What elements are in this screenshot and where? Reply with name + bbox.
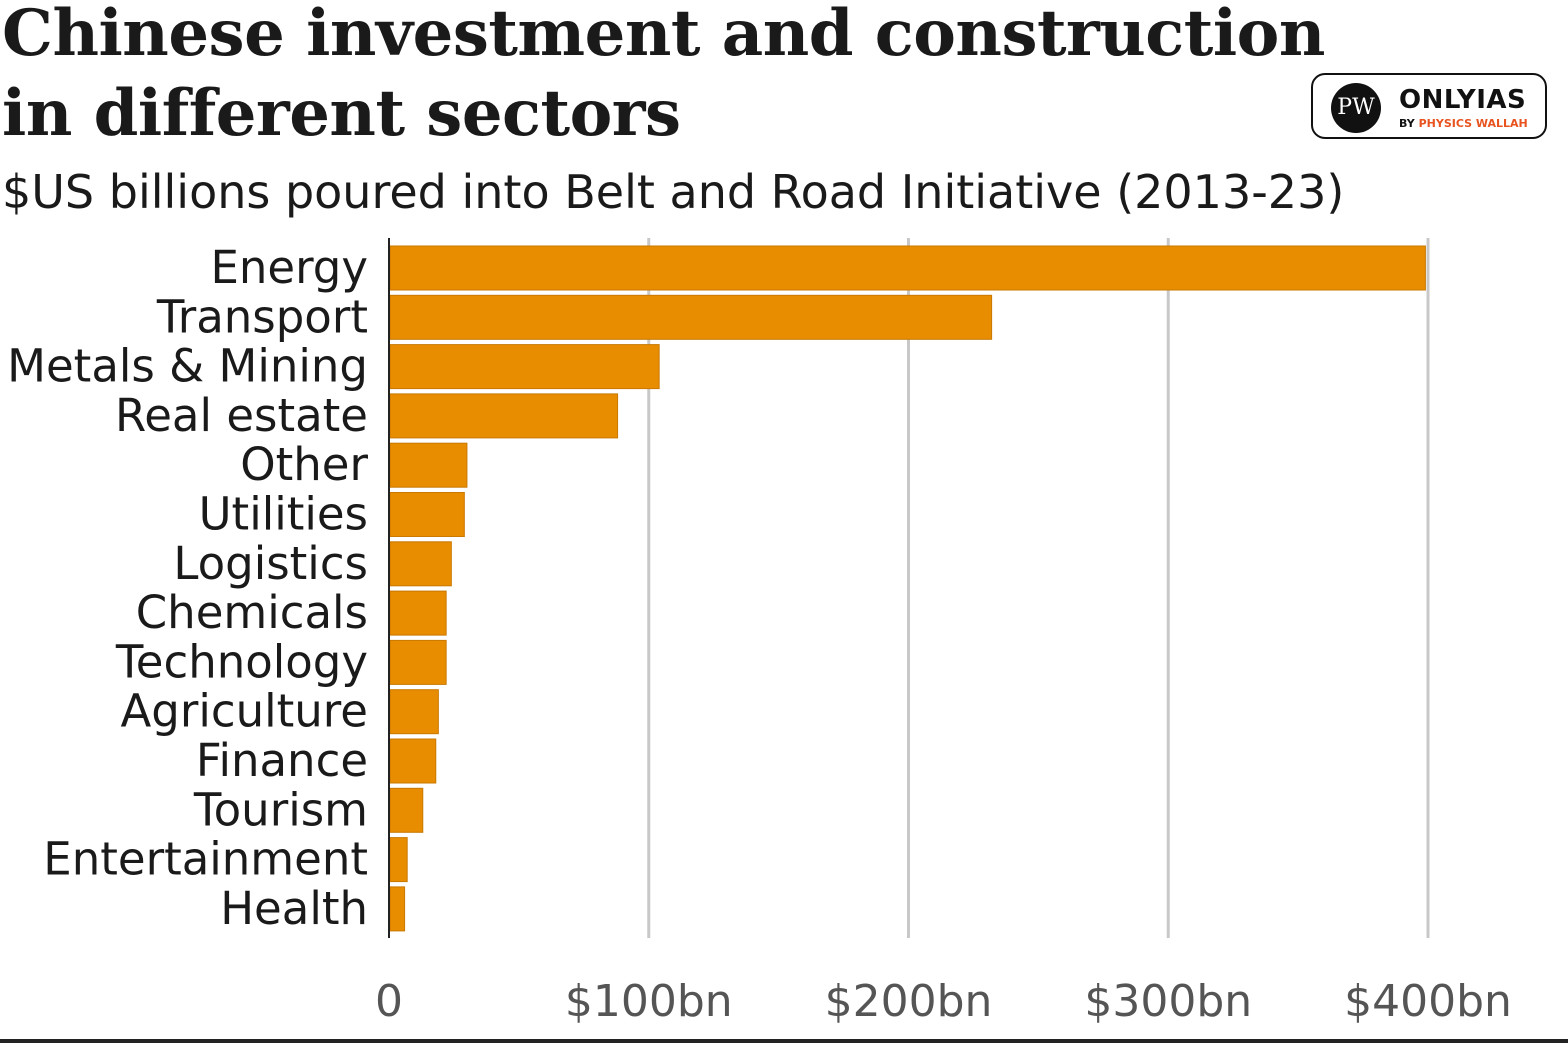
bar-entertainment: [389, 837, 408, 883]
category-label: Logistics: [173, 537, 368, 590]
x-tick-label: $300bn: [1084, 976, 1252, 1027]
category-label: Chemicals: [136, 586, 368, 639]
bottom-rule: [0, 1039, 1568, 1043]
category-label: Other: [240, 438, 368, 491]
category-label: Utilities: [199, 488, 368, 541]
gridlines: [647, 238, 1430, 938]
bar-utilities: [389, 492, 465, 537]
bar-finance: [389, 738, 437, 784]
brand-logo: PW ONLYIAS BY PHYSICS WALLAH: [1311, 73, 1547, 139]
bar-transport: [389, 294, 993, 340]
bar-tourism: [389, 787, 424, 833]
logo-byline-prefix: BY: [1399, 117, 1415, 130]
bar-technology: [389, 639, 447, 685]
category-label: Transport: [156, 290, 368, 343]
chart-subtitle: $US billions poured into Belt and Road I…: [2, 165, 1345, 219]
category-label: Tourism: [193, 783, 368, 836]
x-tick-label: $400bn: [1344, 976, 1512, 1027]
category-label: Finance: [196, 734, 368, 787]
logo-byline-brand: PHYSICS WALLAH: [1418, 117, 1528, 130]
bar-health: [389, 886, 406, 932]
bar-agriculture: [389, 689, 439, 735]
category-label: Energy: [210, 241, 368, 294]
x-tick-label: 0: [375, 976, 403, 1027]
bar-energy: [389, 245, 1426, 291]
pw-logo-icon: PW: [1331, 83, 1381, 133]
category-label: Entertainment: [43, 833, 368, 886]
bar-chemicals: [389, 590, 447, 636]
bar-real-estate: [389, 393, 619, 439]
x-tick-label: $100bn: [565, 976, 733, 1027]
logo-wordmark: ONLYIAS: [1399, 85, 1527, 115]
bar-logistics: [389, 541, 452, 587]
category-label: Agriculture: [121, 685, 368, 738]
bar-other: [389, 442, 468, 488]
chart-title: Chinese investment and construction in d…: [2, 0, 1325, 151]
category-label: Health: [220, 882, 368, 935]
bar-metals-mining: [389, 344, 660, 390]
x-tick-labels: 0 $100bn $200bn $300bn $400bn: [375, 976, 1512, 1027]
category-label: Metals & Mining: [7, 340, 368, 393]
x-tick-label: $200bn: [825, 976, 993, 1027]
logo-byline: BY PHYSICS WALLAH: [1399, 117, 1528, 130]
category-label: Real estate: [115, 389, 368, 442]
category-label: Technology: [115, 635, 368, 688]
bars: [389, 245, 1426, 932]
